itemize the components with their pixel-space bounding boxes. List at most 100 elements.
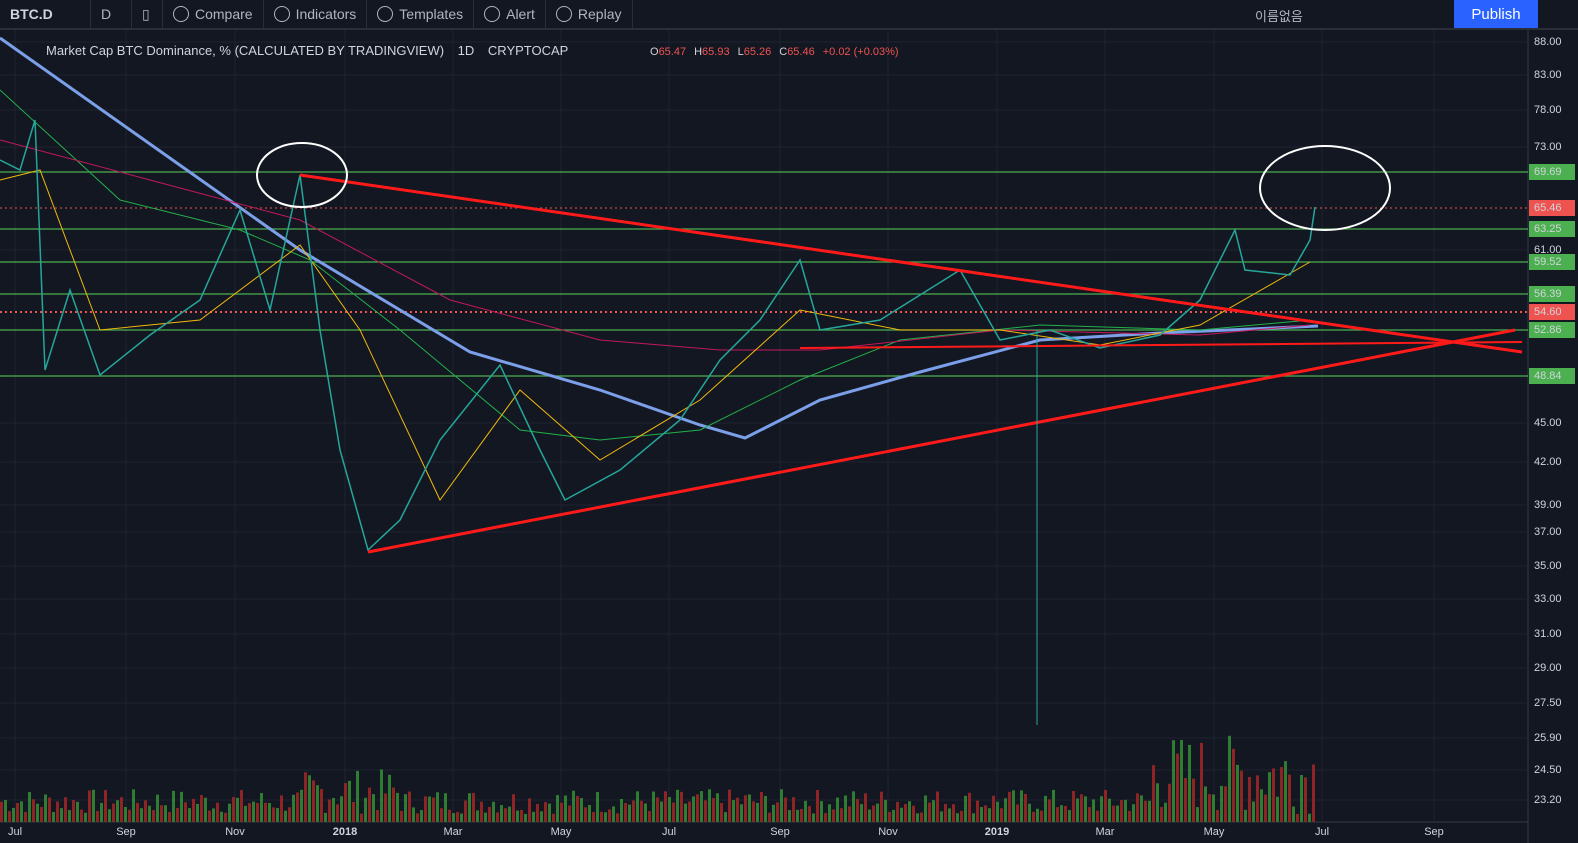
annotation-circle <box>256 142 348 208</box>
volume-bar <box>484 812 487 822</box>
toolbar-label: Indicators <box>295 6 357 22</box>
volume-bar <box>704 800 707 822</box>
volume-bar <box>800 808 803 822</box>
volume-bar <box>320 789 323 822</box>
volume-bar <box>208 810 211 822</box>
volume-bar <box>144 800 147 822</box>
volume-bar <box>1128 810 1131 822</box>
level-label: 69.69 <box>1534 166 1562 178</box>
volume-bar <box>356 770 359 822</box>
volume-bar <box>528 798 531 822</box>
volume-bar <box>564 795 567 822</box>
volume-bar <box>440 808 443 822</box>
volume-bar <box>408 791 411 822</box>
volume-bar <box>812 813 815 822</box>
time-label: 2018 <box>333 826 357 838</box>
volume-bar <box>312 780 315 822</box>
volume-bar <box>880 791 883 822</box>
volume-bar <box>84 812 87 822</box>
volume-bar <box>1092 799 1095 822</box>
volume-bar <box>1144 800 1147 822</box>
volume-bar <box>48 797 51 822</box>
interval[interactable]: D <box>91 0 132 28</box>
volume-bar <box>1024 793 1027 822</box>
toolbar-item[interactable]: Compare <box>163 0 264 28</box>
volume-bar <box>1012 790 1015 822</box>
ohlc-change: +0.02 (+0.03%) <box>823 46 899 58</box>
volume-bar <box>1120 800 1123 822</box>
price-label: 45.00 <box>1534 417 1562 429</box>
volume-bar <box>212 808 215 822</box>
toolbar-item[interactable]: Indicators <box>264 0 368 28</box>
volume-bar <box>1272 768 1275 822</box>
chart-style[interactable]: ▯ <box>132 0 163 28</box>
volume-bar <box>828 804 831 822</box>
toolbar-item[interactable]: Replay <box>546 0 633 28</box>
volume-bar <box>496 812 499 822</box>
volume-bar <box>416 813 419 822</box>
volume-bar <box>196 803 199 822</box>
time-label: Sep <box>116 826 136 838</box>
volume-bar <box>412 807 415 822</box>
volume-bar <box>284 810 287 822</box>
volume-bar <box>1084 796 1087 822</box>
volume-bar <box>388 774 391 822</box>
volume-bar <box>332 797 335 822</box>
volume-bar <box>244 805 247 822</box>
price-label: 31.00 <box>1534 628 1562 640</box>
price-label: 37.00 <box>1534 526 1562 538</box>
level-label: 54.60 <box>1534 306 1562 318</box>
toolbar-item[interactable]: Templates <box>367 0 475 28</box>
volume-bar <box>1308 813 1311 822</box>
volume-bar <box>164 805 167 822</box>
layout-name[interactable]: 이름없음 <box>1255 9 1303 24</box>
price-label: 39.00 <box>1534 499 1562 511</box>
volume-bar <box>1116 805 1119 822</box>
volume-bar <box>692 796 695 822</box>
volume-bar <box>1080 794 1083 822</box>
volume-bar <box>788 810 791 822</box>
toolbar-item[interactable]: Alert <box>474 0 546 28</box>
volume-bar <box>1004 798 1007 822</box>
volume-bar <box>172 790 175 822</box>
volume-bar <box>56 801 59 822</box>
volume-bar <box>1008 791 1011 822</box>
volume-bar <box>1304 777 1307 822</box>
toolbar-label: Templates <box>399 6 464 22</box>
volume-bar <box>672 802 675 822</box>
volume-bar <box>1176 753 1179 822</box>
volume-bar <box>924 795 927 822</box>
icon <box>173 6 189 22</box>
volume-bar <box>1172 740 1175 822</box>
volume-bar <box>892 809 895 822</box>
time-label: Jul <box>1315 826 1329 838</box>
volume-bar <box>1188 744 1191 822</box>
volume-bar <box>1252 801 1255 822</box>
volume-bar <box>140 808 143 822</box>
volume-bar <box>928 802 931 822</box>
symbol[interactable]: BTC.D <box>0 0 91 28</box>
volume-bar <box>32 799 35 822</box>
trend-line <box>299 173 1523 354</box>
volume-bar <box>1184 778 1187 822</box>
volume-bar <box>180 791 183 822</box>
volume-bar <box>1100 796 1103 822</box>
volume-bar <box>184 802 187 822</box>
volume-bar <box>712 798 715 822</box>
volume-bar <box>648 810 651 822</box>
volume-bar <box>632 800 635 822</box>
volume-bar <box>148 805 151 822</box>
volume-bar <box>456 811 459 822</box>
volume-bar <box>608 809 611 822</box>
volume-bar <box>744 795 747 822</box>
publish-button[interactable]: Publish <box>1454 0 1538 28</box>
volume-bar <box>16 802 19 822</box>
volume-bar <box>808 806 811 822</box>
volume-bar <box>668 797 671 822</box>
time-label: Jul <box>662 826 676 838</box>
volume-bar <box>1216 809 1219 822</box>
volume-bar <box>232 796 235 822</box>
level-tag <box>1529 304 1575 320</box>
volume-bar <box>660 801 663 822</box>
time-label: Nov <box>225 826 245 838</box>
